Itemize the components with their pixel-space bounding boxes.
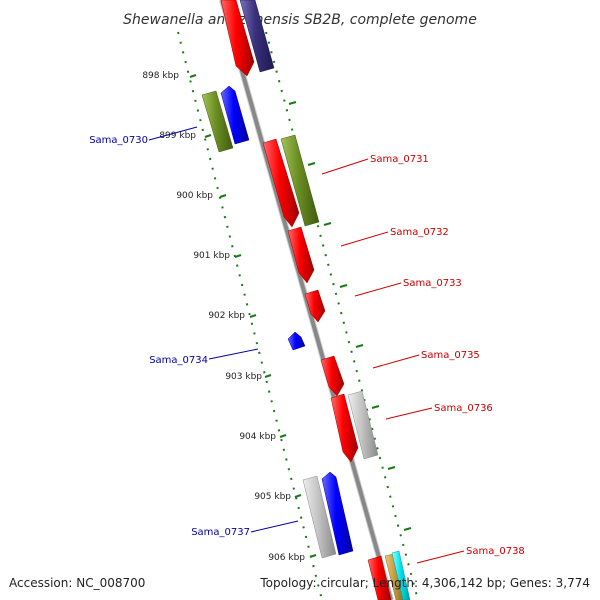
tick-mark [339, 284, 348, 288]
tick-mark [294, 494, 302, 498]
tick-mark [189, 74, 197, 78]
tick-label: 898 kbp [142, 71, 179, 81]
gene-label-forward[interactable]: Sama_0735 [421, 350, 480, 361]
tick-mark [219, 194, 227, 198]
tick-mark [204, 134, 212, 138]
gene-label-reverse[interactable]: Sama_0730 [89, 135, 148, 146]
leader-line [208, 348, 259, 360]
tick-mark [307, 162, 316, 166]
tick-mark [279, 434, 287, 438]
tick-labels: 898 kbp 899 kbp 900 kbp 901 kbp 902 kbp … [142, 71, 305, 563]
gene-feature-navy-top[interactable] [239, 0, 275, 73]
gene-feature-red-sama-0735[interactable] [320, 355, 345, 397]
gene-label-forward[interactable]: Sama_0733 [403, 278, 462, 289]
leader-line [340, 231, 389, 247]
gene-feature-blue-sama-0734[interactable] [287, 331, 306, 351]
tick-mark [309, 554, 317, 558]
leader-line [354, 282, 402, 297]
tick-label: 905 kbp [254, 492, 291, 502]
gene-feature-cyan-sama-0738[interactable] [391, 550, 411, 600]
tick-label: 901 kbp [193, 251, 230, 261]
tick-mark [234, 254, 242, 258]
leader-line [148, 126, 198, 141]
gene-feature-red-sama-0736[interactable] [330, 393, 359, 463]
gene-label-forward[interactable]: Sama_0738 [466, 546, 525, 557]
gene-label-forward[interactable]: Sama_0732 [390, 227, 449, 238]
leader-line [250, 520, 299, 533]
gene-feature-olive-sama-0731[interactable] [280, 134, 320, 227]
gene-label-forward[interactable]: Sama_0736 [434, 403, 493, 414]
gene-feature-blue-sama-0737[interactable] [321, 471, 354, 556]
gene-label-forward[interactable]: Sama_0731 [370, 154, 429, 165]
gene-feature-red-sama-0731[interactable] [262, 138, 300, 228]
gene-label-reverse[interactable]: Sama_0734 [149, 355, 208, 366]
tick-mark [264, 374, 272, 378]
gene-feature-blue-sama-0730[interactable] [220, 85, 250, 145]
map-title: Shewanella amazonensis SB2B, complete ge… [123, 12, 477, 28]
genome-backbone [220, 0, 393, 600]
gene-feature-red-top[interactable] [220, 0, 255, 77]
leader-lines [148, 126, 465, 564]
tick-label: 900 kbp [176, 191, 213, 201]
leader-line [321, 158, 369, 175]
accession-text: Accession: NC_008700 [9, 576, 145, 590]
tick-label: 899 kbp [159, 131, 196, 141]
gene-feature-red-sama-0733[interactable] [304, 289, 326, 323]
tick-mark [288, 101, 297, 105]
gene-feature-grey-sama-0736[interactable] [347, 390, 379, 460]
gene-feature-red-sama-0732[interactable] [287, 226, 315, 284]
tick-mark [355, 344, 364, 348]
gene-feature-red-sama-0738[interactable] [367, 555, 392, 600]
leader-line [372, 354, 420, 369]
genome-summary-text: Topology: circular; Length: 4,306,142 bp… [259, 576, 590, 590]
tick-mark [371, 405, 380, 409]
leader-line [416, 550, 465, 564]
tick-mark [249, 314, 257, 318]
tick-label: 906 kbp [268, 553, 305, 563]
tick-mark [323, 222, 332, 226]
tick-mark [387, 466, 396, 470]
tick-mark [403, 527, 412, 531]
major-ticks [189, 74, 412, 558]
tick-label: 902 kbp [208, 311, 245, 321]
leader-line [385, 407, 433, 420]
gene-label-reverse[interactable]: Sama_0737 [191, 527, 250, 538]
tick-label: 903 kbp [225, 372, 262, 382]
gene-feature-tan-sama-0738[interactable] [384, 553, 405, 600]
tick-label: 904 kbp [239, 432, 276, 442]
gene-feature-olive[interactable] [201, 90, 234, 153]
gene-feature-grey-left[interactable] [302, 475, 337, 559]
